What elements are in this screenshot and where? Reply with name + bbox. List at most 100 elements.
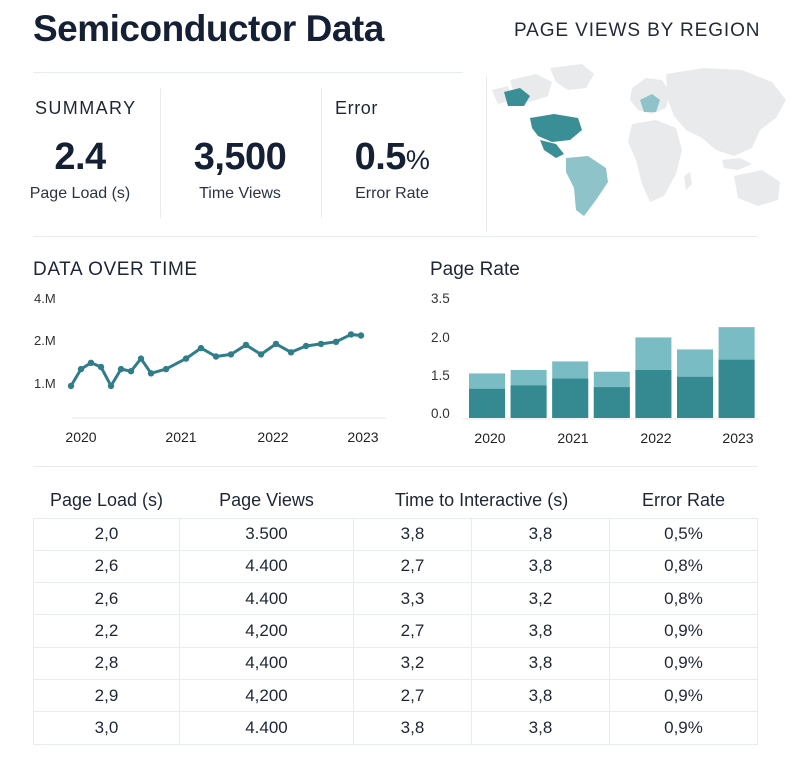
divider <box>160 88 161 218</box>
table-cell: 2,2 <box>33 614 180 648</box>
line-point <box>227 351 235 358</box>
line-point <box>242 341 250 349</box>
table-cell: 2,7 <box>353 678 472 713</box>
y-tick-label: 1.5 <box>431 368 450 383</box>
table-cell: 2,7 <box>353 549 472 584</box>
table-cell: 3,8 <box>471 614 610 648</box>
divider <box>486 76 487 232</box>
kpi-time-views: 3,500 Time Views <box>170 136 310 203</box>
table-cell: 0,9% <box>609 678 758 713</box>
table-cell: 2,0 <box>33 517 180 551</box>
world-map <box>492 64 786 216</box>
y-tick-label: 2.0 <box>431 330 450 345</box>
divider <box>33 72 463 73</box>
x-tick-label: 2020 <box>474 430 505 446</box>
divider <box>33 236 757 237</box>
line-point <box>67 382 75 390</box>
table-cell: 0,5% <box>609 517 758 551</box>
kpi-label: Error Rate <box>355 185 429 202</box>
y-tick-label: 2.M <box>34 333 56 348</box>
kpi-label: Time Views <box>199 185 281 202</box>
bar-series <box>469 327 755 418</box>
line-point <box>182 355 190 362</box>
x-tick-label: 2020 <box>65 429 96 445</box>
table-cell: 3,8 <box>471 517 610 551</box>
table-cell: 0,9% <box>609 614 758 648</box>
bar-segment-base <box>718 359 755 418</box>
table-cell: 2,8 <box>33 646 180 680</box>
table-row: 3,0 4.400 3,8 3,8 0,9% <box>33 711 758 745</box>
table-header-row: Page Load (s) Page Views Time to Interac… <box>34 484 758 518</box>
bar-segment-base <box>469 388 505 418</box>
line-point <box>272 340 280 348</box>
table-cell: 2,6 <box>33 582 180 616</box>
table-row: 2,2 4,200 2,7 3,8 0,9% <box>33 614 758 648</box>
line-point <box>127 368 135 375</box>
bar-segment-base <box>552 378 589 418</box>
map-highlight-regions <box>504 88 660 216</box>
kpi-value: 3,500 <box>193 136 287 178</box>
line-point <box>212 353 220 360</box>
line-point <box>147 370 155 377</box>
kpi-error-rate: 0.5% Error Rate <box>332 136 452 203</box>
map-title: PAGE VIEWS BY REGION <box>514 20 761 41</box>
y-tick-label: 4.M <box>34 291 56 306</box>
bar-segment-base <box>635 370 672 418</box>
table-cell: 3,2 <box>353 646 472 680</box>
divider <box>33 466 757 467</box>
table-cell: 3,8 <box>471 646 610 680</box>
table-cell: 2,7 <box>353 614 472 648</box>
table-cell: 3,8 <box>471 678 610 713</box>
column-header: Error Rate <box>641 490 726 511</box>
table-cell: 3,3 <box>353 582 472 616</box>
table-row: 2,0 3.500 3,8 3,8 0,5% <box>33 517 758 551</box>
table-cell: 3,8 <box>471 549 610 584</box>
kpi-label: Page Load (s) <box>29 185 131 202</box>
line-point <box>357 332 365 339</box>
bar-chart: 3.5 2.0 1.5 0.0 2020 2021 2022 2023 <box>431 291 759 446</box>
table-cell: 0,9% <box>609 646 758 680</box>
summary-heading: SUMMARY <box>35 98 137 118</box>
y-tick-label: 1.M <box>34 376 56 391</box>
data-table: Page Load (s) Page Views Time to Interac… <box>33 484 758 745</box>
x-tick-label: 2022 <box>640 430 671 446</box>
table-cell: 3,8 <box>471 711 610 745</box>
divider <box>321 88 322 218</box>
line-point <box>97 363 105 371</box>
column-header: Page Views <box>219 490 314 511</box>
line-point <box>302 342 310 350</box>
line-point <box>87 359 95 366</box>
line-point <box>347 331 355 338</box>
table-cell: 3,2 <box>471 582 610 616</box>
table-cell: 2,9 <box>33 678 180 713</box>
x-tick-label: 2023 <box>347 429 378 445</box>
x-tick-label: 2021 <box>557 430 588 446</box>
kpi-value: 2.4 <box>54 136 106 178</box>
y-tick-label: 3.5 <box>431 291 450 306</box>
table-row: 2,9 4,200 2,7 3,8 0,9% <box>33 678 758 713</box>
table-cell: 0,8% <box>609 549 758 584</box>
bar-segment-base <box>510 385 547 418</box>
table-cell: 0,8% <box>609 582 758 616</box>
line-point <box>107 382 115 390</box>
bar-chart-title: Page Rate <box>430 259 520 280</box>
line-point <box>317 340 325 348</box>
kpi-page-load: 2.4 Page Load (s) <box>20 136 140 203</box>
line-point <box>287 349 295 356</box>
x-tick-label: 2022 <box>257 429 288 445</box>
line-point <box>197 344 205 352</box>
kpi-value: 0.5% <box>354 136 430 178</box>
table-cell: 3,0 <box>33 711 180 745</box>
page-title: Semiconductor Data <box>33 8 384 49</box>
table-row: 2,6 4.400 3,3 3,2 0,8% <box>33 582 758 616</box>
table-row: 2,6 4.400 2,7 3,8 0,8% <box>33 549 758 584</box>
line-point <box>137 355 145 362</box>
line-point <box>257 351 265 358</box>
line-point <box>117 365 125 373</box>
line-chart-title: DATA OVER TIME <box>33 259 198 280</box>
table-cell: 3,8 <box>353 711 472 745</box>
line-point <box>162 365 170 373</box>
y-tick-label: 0.0 <box>431 406 450 421</box>
error-heading: Error <box>335 98 378 118</box>
table-cell: 4.400 <box>179 549 354 584</box>
